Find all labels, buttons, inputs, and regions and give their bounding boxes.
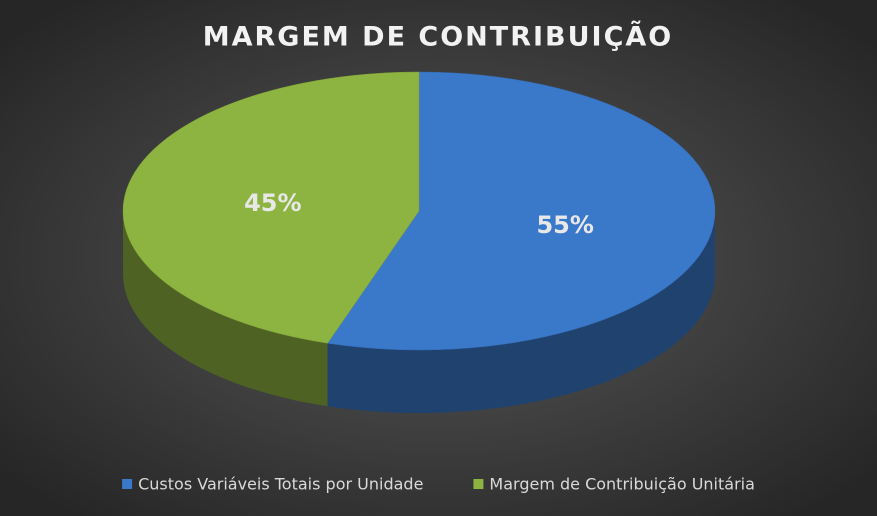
pie-side <box>327 211 715 414</box>
chart-title: MARGEM DE CONTRIBUIÇÃO <box>203 21 674 53</box>
pie-slice <box>122 71 420 344</box>
pie-side <box>123 211 328 407</box>
legend-label: Margem de Contribuição Unitária <box>489 475 754 494</box>
value-label: 45% <box>244 189 301 217</box>
legend-marker <box>473 479 484 489</box>
legend-item: Custos Variáveis Totais por Unidade <box>122 475 423 494</box>
legend-label: Custos Variáveis Totais por Unidade <box>138 475 423 494</box>
pie-slice <box>327 71 716 351</box>
legend-item: Margem de Contribuição Unitária <box>473 475 755 494</box>
value-label: 55% <box>536 211 593 239</box>
legend-marker <box>122 479 133 489</box>
